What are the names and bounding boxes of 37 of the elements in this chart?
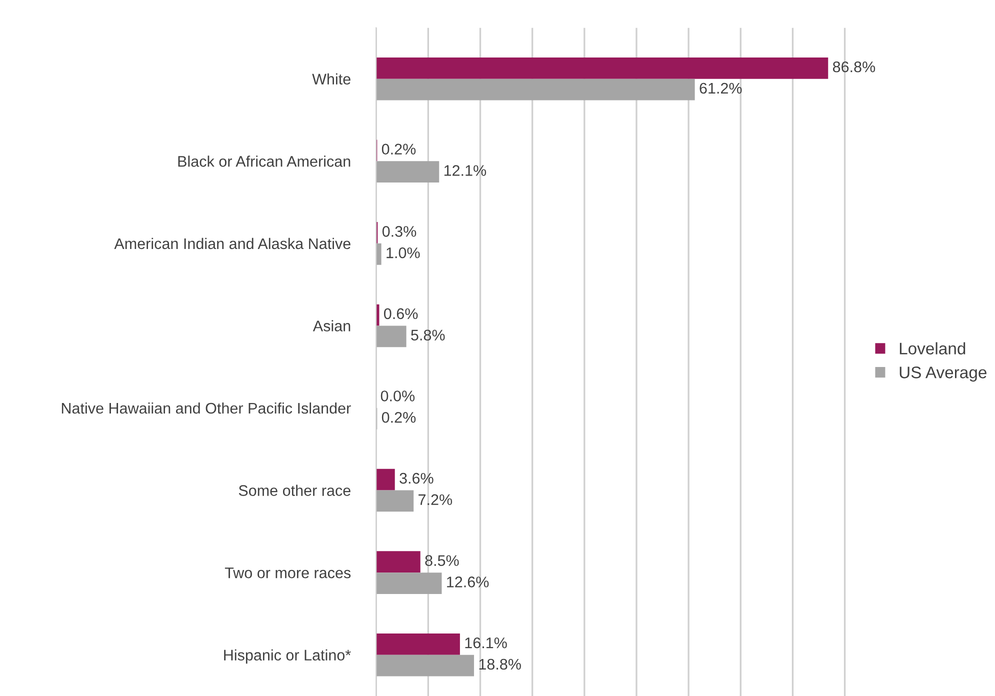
data-label: 18.8% [479, 658, 521, 670]
bar [376, 57, 828, 79]
data-label: 0.0% [380, 390, 415, 402]
bar [376, 633, 460, 655]
y-tick-label: White [312, 73, 350, 85]
bar [376, 572, 442, 594]
data-label: 7.2% [418, 494, 452, 506]
data-label: 0.3% [382, 226, 416, 237]
data-label: 1.0% [386, 247, 420, 258]
bar [376, 161, 440, 183]
data-label: 8.5% [425, 555, 459, 566]
bar [376, 490, 414, 512]
data-label: 16.1% [465, 637, 507, 648]
y-tick-label: Asian [312, 320, 350, 332]
bar [376, 551, 420, 573]
bar [376, 78, 695, 100]
data-label: 0.2% [382, 144, 416, 155]
bar [376, 654, 474, 676]
data-label: 12.6% [447, 576, 489, 588]
bar [376, 326, 406, 348]
y-tick-label: Black or African American [178, 156, 350, 167]
legend-label: Loveland [900, 342, 966, 354]
y-tick-label: American Indian and Alaska Native [114, 238, 350, 250]
data-label: 12.1% [444, 165, 486, 176]
data-label: 61.2% [700, 82, 742, 94]
bar [376, 468, 395, 490]
data-label: 86.8% [832, 61, 876, 72]
y-tick-label: Two or more races [224, 568, 351, 578]
data-label: 5.8% [411, 330, 445, 341]
y-tick-label: Hispanic or Latino* [224, 649, 351, 664]
legend-label: US Average [900, 366, 986, 382]
data-label: 3.6% [400, 472, 434, 484]
bar [376, 243, 382, 265]
data-label: 0.6% [384, 308, 418, 320]
y-tick-label: Native Hawaiian and Other Pacific Islander [62, 402, 351, 414]
data-label: 0.2% [382, 412, 416, 423]
y-tick-label: Some other race [238, 484, 350, 496]
